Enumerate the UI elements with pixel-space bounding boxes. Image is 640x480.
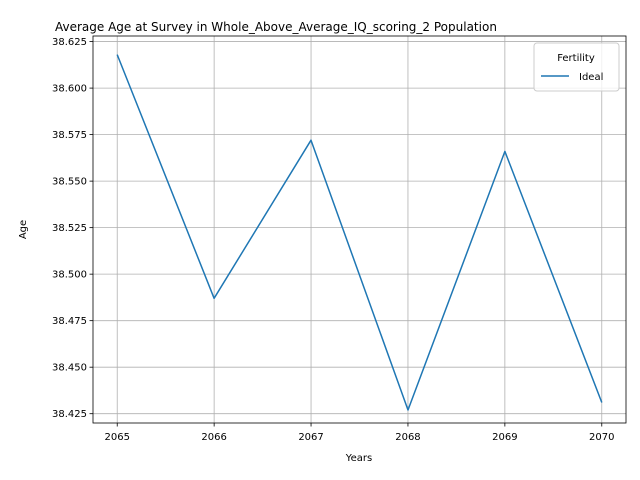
x-tick-label: 2066 [201, 432, 226, 443]
y-tick-label: 38.525 [52, 223, 87, 234]
x-tick-label: 2069 [492, 432, 517, 443]
y-tick-label: 38.450 [52, 363, 87, 374]
legend-label-ideal: Ideal [579, 72, 603, 83]
series-line-ideal [116, 54, 603, 411]
y-tick-label: 38.475 [52, 316, 87, 327]
x-tick-label: 2067 [298, 432, 323, 443]
plot-background [93, 36, 626, 423]
plot-area [92, 35, 627, 424]
y-tick-label: 38.575 [52, 130, 87, 141]
series-lines [116, 54, 603, 411]
x-tick-label: 2065 [105, 432, 130, 443]
x-axis-label: Years [345, 453, 372, 464]
legend-title: Fertility [557, 53, 595, 64]
y-tick-label: 38.425 [52, 409, 87, 420]
y-tick-label: 38.600 [52, 84, 87, 95]
x-tick-label: 2068 [395, 432, 420, 443]
legend: Fertility Ideal [533, 42, 620, 92]
chart-title: Average Age at Survey in Whole_Above_Ave… [55, 20, 497, 34]
y-axis-label: Age [18, 220, 29, 239]
y-tick-label: 38.625 [52, 37, 87, 48]
x-tick-label: 2070 [589, 432, 614, 443]
legend-box [533, 42, 620, 92]
y-axis-ticks: 38.425 38.450 38.475 38.500 38.525 38.550 38.5… [52, 37, 93, 420]
y-tick-label: 38.500 [52, 270, 87, 281]
x-axis-ticks: 2065 2066 2067 2068 2069 2070 [105, 423, 614, 443]
plot-frame [92, 35, 627, 424]
y-tick-label: 38.550 [52, 177, 87, 188]
